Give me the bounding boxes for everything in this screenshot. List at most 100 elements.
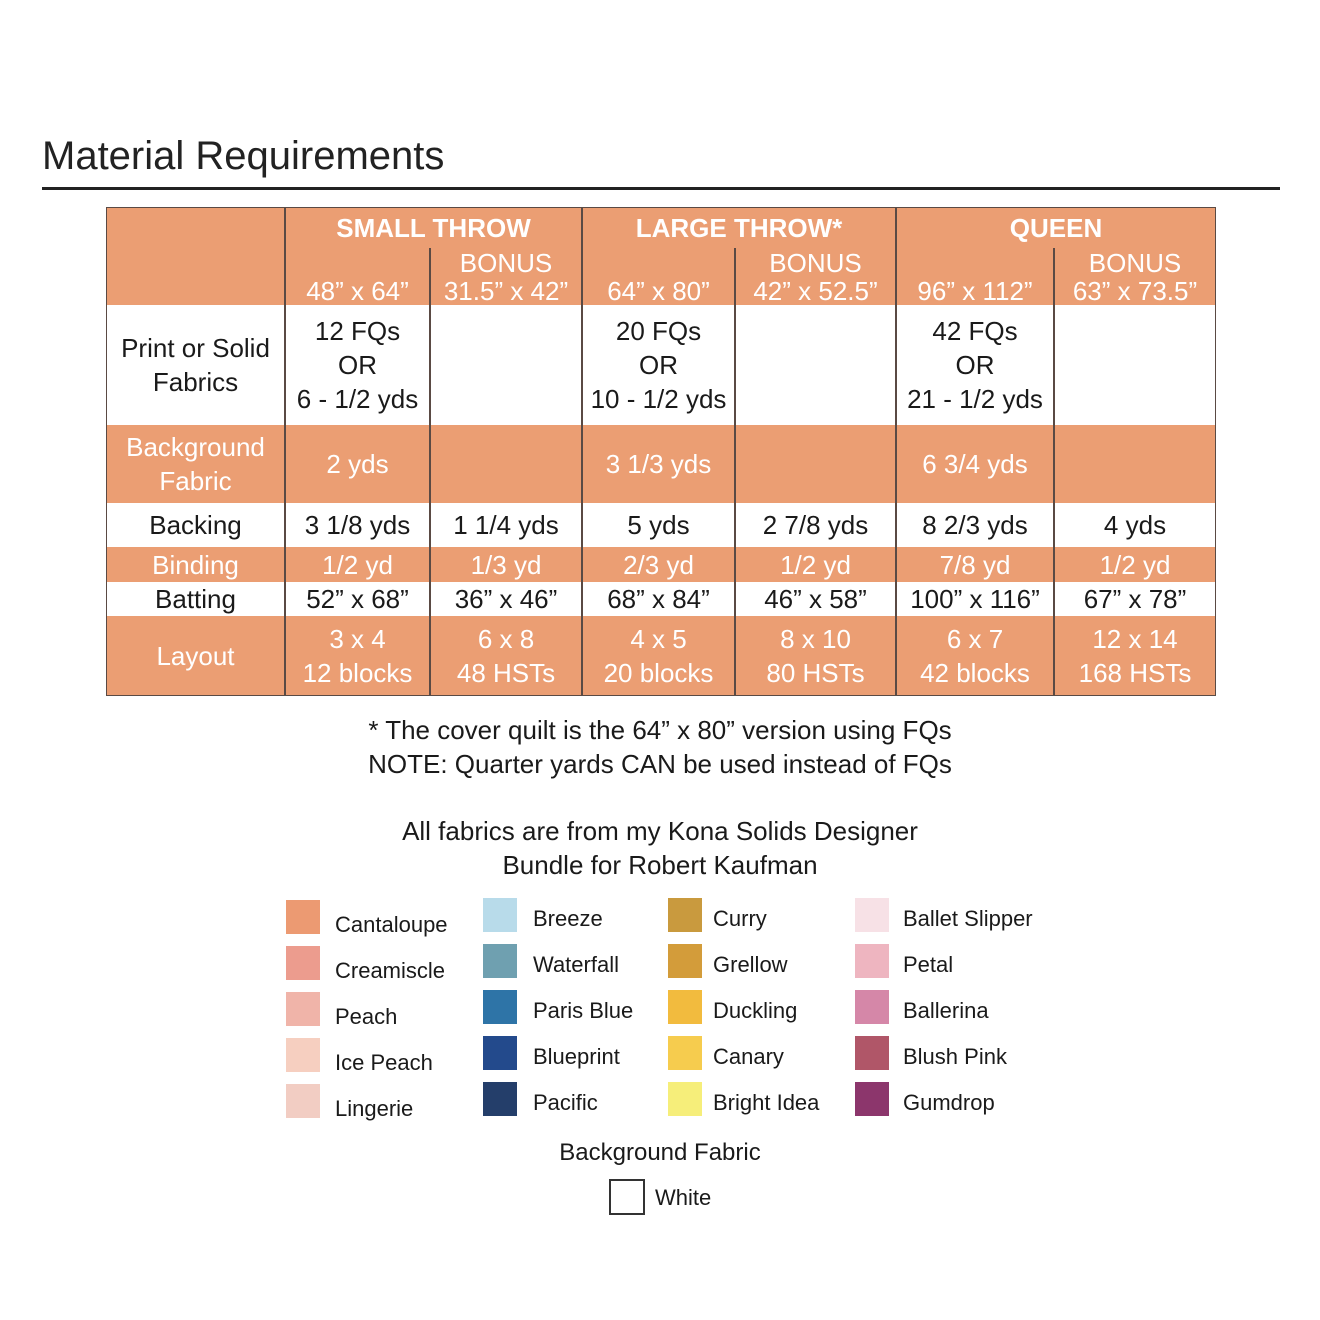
cell-line: 42 FQs bbox=[932, 316, 1018, 346]
cell-line: 12 x 14 bbox=[1092, 623, 1178, 654]
requirements-table: SMALL THROW LARGE THROW* QUEEN 48” x 64” BON… bbox=[106, 207, 1216, 696]
cell-line: 3 1/3 yds bbox=[605, 449, 712, 479]
swatch bbox=[609, 1179, 645, 1215]
row-label: Binding bbox=[107, 547, 286, 582]
cell-line: OR bbox=[639, 350, 678, 380]
size-header: 48” x 64” bbox=[286, 248, 431, 305]
table-cell: 6 x 7 42 blocks bbox=[897, 616, 1055, 695]
group-header: LARGE THROW* bbox=[583, 208, 897, 248]
table-cell: 42 FQs OR 21 - 1/2 yds bbox=[897, 305, 1055, 425]
table-cell: 1/3 yd bbox=[431, 547, 583, 582]
fabric-name: Gumdrop bbox=[903, 1090, 995, 1115]
fabric-name: Ballet Slipper bbox=[903, 906, 1033, 931]
swatch bbox=[286, 900, 320, 934]
swatch bbox=[483, 898, 517, 932]
cell-line: 2 yds bbox=[326, 449, 389, 479]
fabric-name: Grellow bbox=[713, 952, 788, 977]
fabric-name: Peach bbox=[335, 1004, 398, 1029]
fabric-name: Curry bbox=[713, 906, 767, 931]
swatch bbox=[668, 1082, 702, 1116]
cell-line: 7/8 yd bbox=[939, 549, 1011, 580]
fabric-name: Paris Blue bbox=[533, 998, 634, 1023]
row-label-line: Backing bbox=[149, 510, 242, 540]
fabric-name: Lingerie bbox=[335, 1096, 414, 1121]
table-cell bbox=[736, 425, 897, 503]
table-cell: 8 2/3 yds bbox=[897, 503, 1055, 547]
cell-line: 6 - 1/2 yds bbox=[296, 384, 419, 414]
table-cell bbox=[431, 305, 583, 425]
table-cell: 3 1/3 yds bbox=[583, 425, 736, 503]
row-label-line: Fabric bbox=[159, 466, 232, 496]
swatch bbox=[286, 1038, 320, 1072]
cell-line: 1/2 yd bbox=[780, 549, 851, 580]
cell-line: 6 x 8 bbox=[477, 623, 535, 654]
size-header: BONUS 42” x 52.5” bbox=[736, 248, 897, 305]
cell-line: 52” x 68” bbox=[306, 584, 409, 614]
table-cell: 4 x 5 20 blocks bbox=[583, 616, 736, 695]
fabric-name: Canary bbox=[713, 1044, 784, 1069]
fabric-name: Blueprint bbox=[533, 1044, 620, 1069]
row-label: Backing bbox=[107, 503, 286, 547]
table-cell: 6 x 8 48 HSTs bbox=[431, 616, 583, 695]
cell-line: 12 FQs bbox=[314, 316, 401, 346]
note: NOTE: Quarter yards CAN be used instead … bbox=[368, 749, 952, 779]
cell-line: 100” x 116” bbox=[910, 584, 1040, 614]
cell-line: 1 1/4 yds bbox=[453, 510, 559, 540]
fabric-name: Ballerina bbox=[903, 998, 989, 1023]
table-cell: 6 3/4 yds bbox=[897, 425, 1055, 503]
cell-line: OR bbox=[955, 350, 995, 380]
table-cell: 52” x 68” bbox=[286, 582, 431, 616]
table-cell bbox=[431, 425, 583, 503]
swatch bbox=[855, 1036, 889, 1070]
table-cell: 2/3 yd bbox=[583, 547, 736, 582]
cell-line: 67” x 78” bbox=[1083, 584, 1187, 614]
size-label: 31.5” x 42” bbox=[443, 276, 569, 305]
cell-line: 2 7/8 yds bbox=[762, 510, 869, 540]
bonus-label: BONUS bbox=[1088, 248, 1182, 278]
size-label: 64” x 80” bbox=[607, 276, 710, 305]
cell-line: 42 blocks bbox=[920, 657, 1030, 688]
table-cell bbox=[736, 305, 897, 425]
table-cell: 36” x 46” bbox=[431, 582, 583, 616]
swatch bbox=[483, 1036, 517, 1070]
cell-line: 12 blocks bbox=[302, 657, 413, 688]
fabric-name: Waterfall bbox=[533, 952, 619, 977]
size-label: 48” x 64” bbox=[306, 276, 409, 305]
table-cell: 2 yds bbox=[286, 425, 431, 503]
table-cell: 20 FQs OR 10 - 1/2 yds bbox=[583, 305, 736, 425]
swatch bbox=[855, 944, 889, 978]
table-cell: 7/8 yd bbox=[897, 547, 1055, 582]
table-cell: 1/2 yd bbox=[1055, 547, 1215, 582]
fabric-name: Pacific bbox=[533, 1090, 598, 1115]
swatch bbox=[286, 1084, 320, 1118]
row-label: Print or Solid Fabrics bbox=[107, 305, 286, 425]
size-label: 63” x 73.5” bbox=[1072, 276, 1198, 305]
swatch bbox=[483, 944, 517, 978]
cell-line: 80 HSTs bbox=[766, 657, 865, 688]
size-header: BONUS 31.5” x 42” bbox=[431, 248, 583, 305]
cell-line: 3 x 4 bbox=[329, 623, 386, 654]
fabric-name: Petal bbox=[903, 952, 954, 977]
row-label-line: Print or Solid bbox=[121, 333, 270, 363]
cell-line: OR bbox=[338, 350, 377, 380]
row-label-line: Batting bbox=[155, 584, 236, 614]
row-label-line: Background bbox=[126, 432, 265, 462]
bonus-label: BONUS bbox=[769, 248, 862, 278]
row-label: Batting bbox=[107, 582, 286, 616]
bundle-text: Bundle for Robert Kaufman bbox=[502, 850, 818, 880]
table-cell: 68” x 84” bbox=[583, 582, 736, 616]
row-label-line: Layout bbox=[156, 640, 235, 671]
table-cell: 46” x 58” bbox=[736, 582, 897, 616]
row-label-line: Binding bbox=[152, 549, 239, 580]
table-cell: 67” x 78” bbox=[1055, 582, 1215, 616]
page-title: Material Requirements bbox=[42, 134, 445, 178]
table-cell: 12 x 14 168 HSTs bbox=[1055, 616, 1215, 695]
cell-line: 3 1/8 yds bbox=[304, 510, 411, 540]
group-name: LARGE THROW* bbox=[635, 213, 843, 243]
size-label: 42” x 52.5” bbox=[753, 276, 878, 305]
swatch bbox=[855, 990, 889, 1024]
note: * The cover quilt is the 64” x 80” versi… bbox=[368, 715, 952, 745]
swatch bbox=[286, 946, 320, 980]
row-label: Layout bbox=[107, 616, 286, 695]
swatch bbox=[668, 944, 702, 978]
